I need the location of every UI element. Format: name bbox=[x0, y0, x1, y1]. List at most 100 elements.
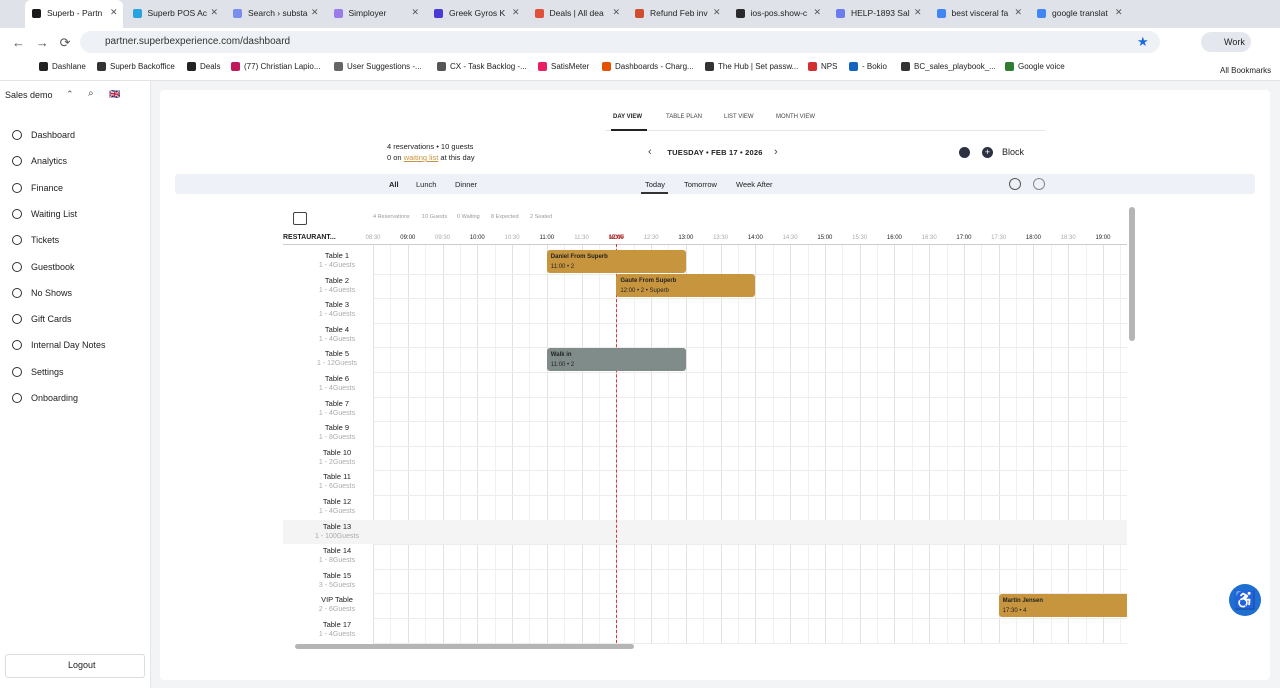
org-name[interactable]: Sales demo bbox=[5, 90, 53, 100]
bookmark[interactable]: The Hub | Set passw... bbox=[718, 62, 799, 71]
waiting-link[interactable]: waiting list bbox=[403, 153, 439, 162]
bookmark[interactable]: User Suggestions -... bbox=[347, 62, 422, 71]
reservation[interactable] bbox=[998, 593, 1127, 617]
bookmark[interactable]: Deals bbox=[200, 62, 221, 71]
grid-line-v bbox=[442, 245, 444, 643]
prev-day[interactable]: ‹ bbox=[648, 146, 652, 158]
bookmark[interactable]: Google voice bbox=[1018, 62, 1065, 71]
day-filter[interactable]: Today bbox=[645, 180, 666, 189]
table-capacity: 1 - 4Guests bbox=[318, 508, 356, 515]
star[interactable]: ★ bbox=[1137, 34, 1149, 49]
nav-buttons[interactable]: ← → ⟳ bbox=[12, 35, 71, 50]
tab-close[interactable]: ✕ bbox=[813, 7, 822, 17]
tab-close[interactable]: ✕ bbox=[110, 7, 118, 17]
nav-item[interactable]: Onboarding bbox=[31, 393, 79, 403]
tab-close[interactable]: ✕ bbox=[411, 7, 420, 17]
service-filter[interactable]: Lunch bbox=[416, 180, 437, 189]
view-tab[interactable]: MONTH VIEW bbox=[776, 114, 815, 120]
tab-title[interactable]: google translat bbox=[1052, 8, 1108, 18]
tab-close[interactable]: ✕ bbox=[1014, 7, 1023, 17]
nav-item[interactable]: Dashboard bbox=[31, 130, 76, 140]
service-filter[interactable]: Dinner bbox=[455, 180, 478, 189]
nav-item[interactable]: Finance bbox=[31, 182, 64, 193]
bookmark[interactable]: Dashlane bbox=[52, 62, 86, 71]
reservation-detail[interactable]: 17:30 • 4 bbox=[1002, 607, 1027, 614]
nav-item[interactable]: Settings bbox=[31, 366, 64, 377]
table-name: Table 13 bbox=[322, 521, 352, 531]
all-bookmarks[interactable]: All Bookmarks bbox=[1220, 66, 1272, 75]
bookmark[interactable]: NPS bbox=[821, 62, 838, 71]
reservation-detail[interactable]: 11:00 • 2 bbox=[550, 361, 575, 368]
tab-title[interactable]: Simployer bbox=[348, 8, 387, 18]
reservation[interactable] bbox=[546, 347, 686, 371]
view-tab[interactable]: LIST VIEW bbox=[724, 114, 754, 120]
service-filter[interactable]: All bbox=[389, 180, 399, 189]
day-filter[interactable]: Week After bbox=[736, 180, 773, 189]
time-label: 19:00 bbox=[1095, 235, 1111, 241]
tab-close[interactable]: ✕ bbox=[1115, 7, 1123, 17]
language[interactable]: 🇬🇧 bbox=[109, 89, 121, 99]
next-day[interactable]: › bbox=[774, 146, 778, 158]
day-filter[interactable]: Tomorrow bbox=[684, 180, 717, 189]
reservation-detail[interactable]: 11:00 • 2 bbox=[550, 263, 575, 270]
bookmark[interactable]: - Bokio bbox=[862, 62, 887, 71]
h-scrollbar[interactable] bbox=[295, 644, 634, 649]
reservation-detail[interactable]: 12:00 • 2 • Superb bbox=[620, 288, 669, 295]
tab-title[interactable]: Refund Feb inv bbox=[650, 8, 708, 18]
bookmark[interactable]: Superb Backoffice bbox=[110, 62, 175, 71]
bookmark[interactable]: (77) Christian Lapio... bbox=[244, 62, 321, 71]
clear-icon[interactable] bbox=[1009, 178, 1021, 190]
address-bar[interactable] bbox=[80, 31, 1160, 53]
view-tab[interactable]: DAY VIEW bbox=[613, 114, 643, 120]
reservation[interactable] bbox=[546, 249, 686, 273]
bookmark[interactable]: BC_sales_playbook_... bbox=[914, 62, 996, 71]
tab-title[interactable]: Superb - Partn bbox=[47, 8, 103, 18]
tab-title[interactable]: HELP-1893 Sal bbox=[851, 8, 910, 18]
layout-icon[interactable] bbox=[293, 212, 307, 225]
tab-title[interactable]: Deals | All dea bbox=[549, 8, 604, 18]
tab[interactable] bbox=[25, 0, 123, 28]
reservation-name[interactable]: Martin Jensen bbox=[1002, 597, 1044, 604]
reservation[interactable] bbox=[616, 274, 756, 298]
tab-close[interactable]: ✕ bbox=[512, 7, 520, 17]
nav-item[interactable]: Guestbook bbox=[31, 261, 75, 272]
bookmark-icon bbox=[334, 62, 343, 71]
nav-item[interactable]: Analytics bbox=[31, 156, 68, 167]
bookmark[interactable]: Dashboards - Charg... bbox=[615, 62, 694, 71]
accessibility-button[interactable]: ♿ bbox=[1229, 584, 1261, 616]
v-scrollbar[interactable] bbox=[1129, 207, 1135, 341]
logout[interactable]: Logout bbox=[68, 660, 96, 670]
tab-close[interactable]: ✕ bbox=[612, 7, 621, 17]
tab-close[interactable]: ✕ bbox=[713, 7, 721, 17]
nav-item[interactable]: Gift Cards bbox=[31, 314, 72, 325]
nav-item[interactable]: Internal Day Notes bbox=[31, 340, 106, 351]
tab-title[interactable]: Superb POS Ac bbox=[147, 8, 208, 18]
reservation-name[interactable]: Gaute From Superb bbox=[620, 278, 677, 285]
nav-item[interactable]: Tickets bbox=[31, 235, 60, 246]
nav-item[interactable]: Waiting List bbox=[31, 208, 78, 219]
reservation-name[interactable]: Walk in bbox=[550, 351, 572, 358]
block[interactable]: Block bbox=[1002, 147, 1025, 157]
tab-close[interactable]: ✕ bbox=[914, 7, 922, 17]
view-tab[interactable]: TABLE PLAN bbox=[666, 114, 702, 120]
tab-close[interactable]: ✕ bbox=[210, 7, 219, 17]
check-icon[interactable] bbox=[1033, 178, 1045, 190]
walkin-icon[interactable] bbox=[959, 147, 970, 158]
nav-item[interactable]: No Shows bbox=[31, 287, 73, 298]
add-icon[interactable]: + bbox=[982, 147, 993, 158]
bookmark[interactable]: SatisMeter bbox=[551, 62, 590, 71]
search-icon[interactable]: ⌕ bbox=[88, 88, 94, 99]
time-label: 15:00 bbox=[817, 235, 833, 241]
tab-title[interactable]: Greek Gyros K bbox=[449, 8, 506, 18]
org-caret[interactable]: ⌃ bbox=[66, 89, 74, 99]
tab-title[interactable]: Search › substa bbox=[248, 8, 308, 18]
reservation-name[interactable]: Daniel From Superb bbox=[550, 253, 608, 260]
logout-button[interactable] bbox=[5, 654, 145, 678]
table-capacity: 1 - 4Guests bbox=[318, 409, 356, 417]
bookmark[interactable]: CX - Task Backlog -... bbox=[450, 62, 527, 71]
bookmark-icon bbox=[602, 62, 611, 71]
tab-title[interactable]: ios-pos.show-c bbox=[750, 8, 808, 18]
profile-chip[interactable] bbox=[1201, 32, 1251, 52]
tab-title[interactable]: best visceral fa bbox=[951, 8, 1009, 18]
tab-close[interactable]: ✕ bbox=[311, 7, 319, 17]
